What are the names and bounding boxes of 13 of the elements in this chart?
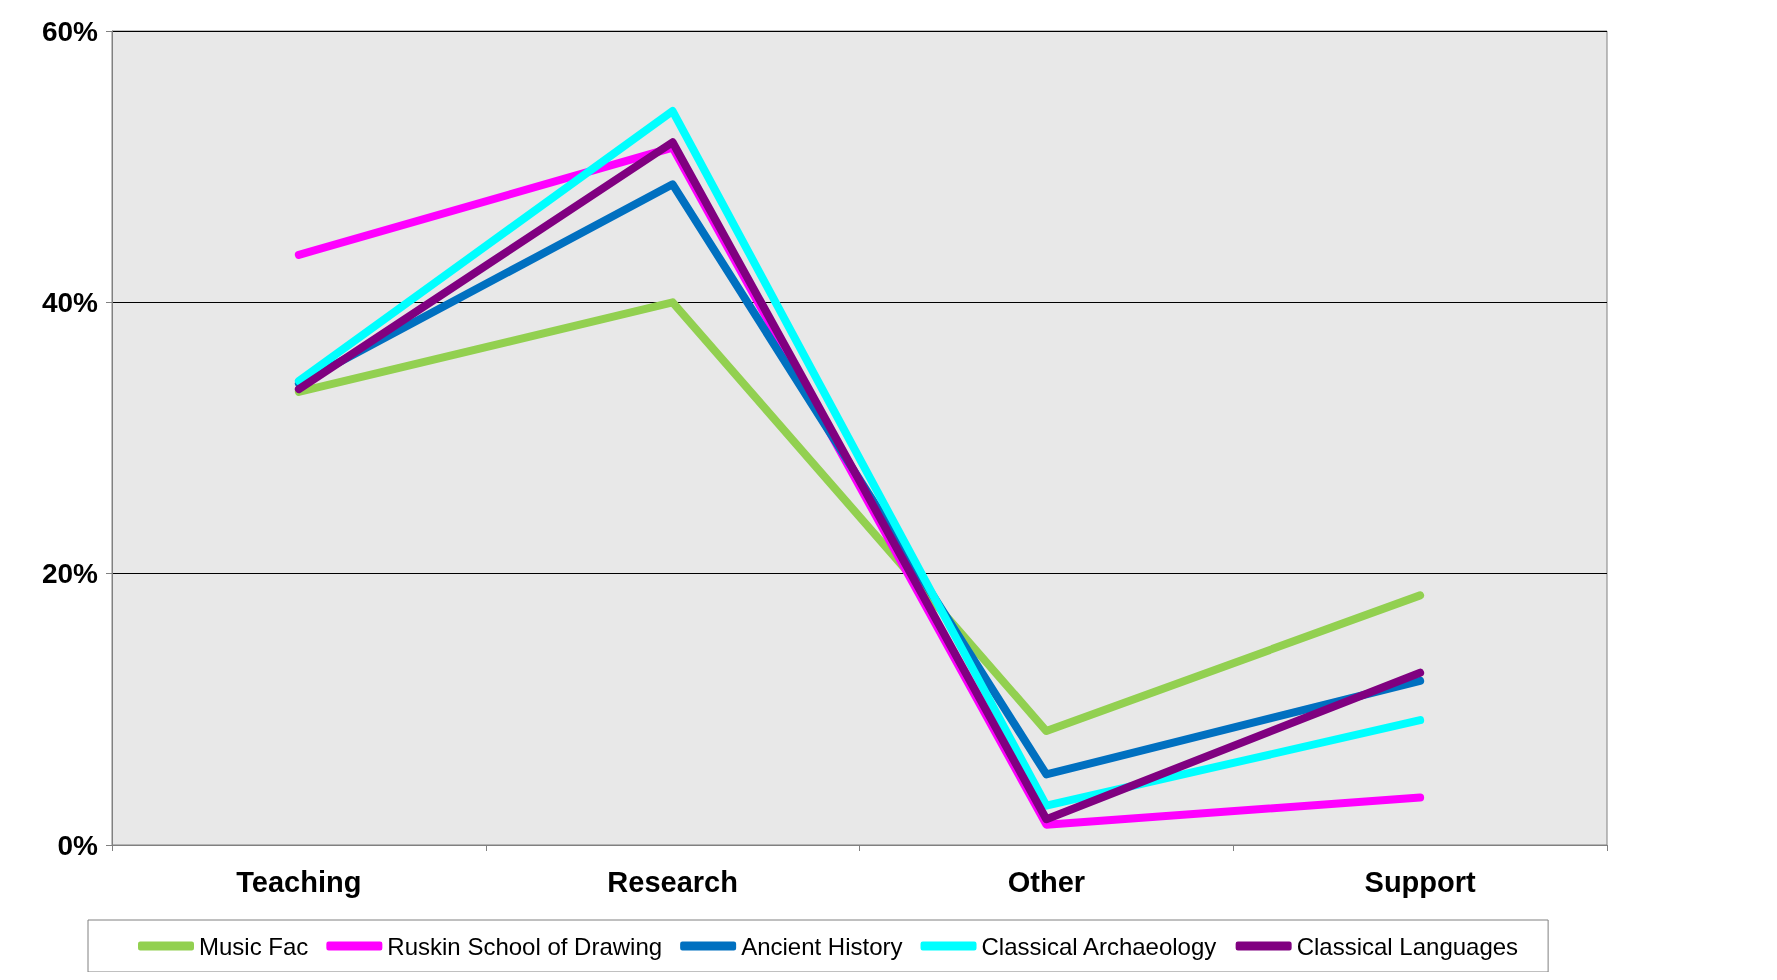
legend-label: Classical Languages	[1296, 932, 1519, 960]
x-tick-label: Other	[1007, 865, 1086, 898]
y-tick-label: 60%	[41, 15, 99, 47]
x-tick-label: Support	[1364, 865, 1477, 898]
y-tick-label: 20%	[41, 558, 99, 590]
legend-label: Classical Archaeology	[981, 932, 1217, 960]
x-tick-label: Teaching	[236, 865, 362, 898]
y-tick-label: 40%	[41, 286, 99, 318]
legend-label: Ruskin School of Drawing	[387, 932, 663, 960]
y-tick-label: 0%	[57, 829, 99, 861]
legend-label: Ancient History	[741, 932, 903, 960]
x-tick-label: Research	[607, 865, 738, 898]
legend-label: Music Fac	[199, 932, 309, 960]
